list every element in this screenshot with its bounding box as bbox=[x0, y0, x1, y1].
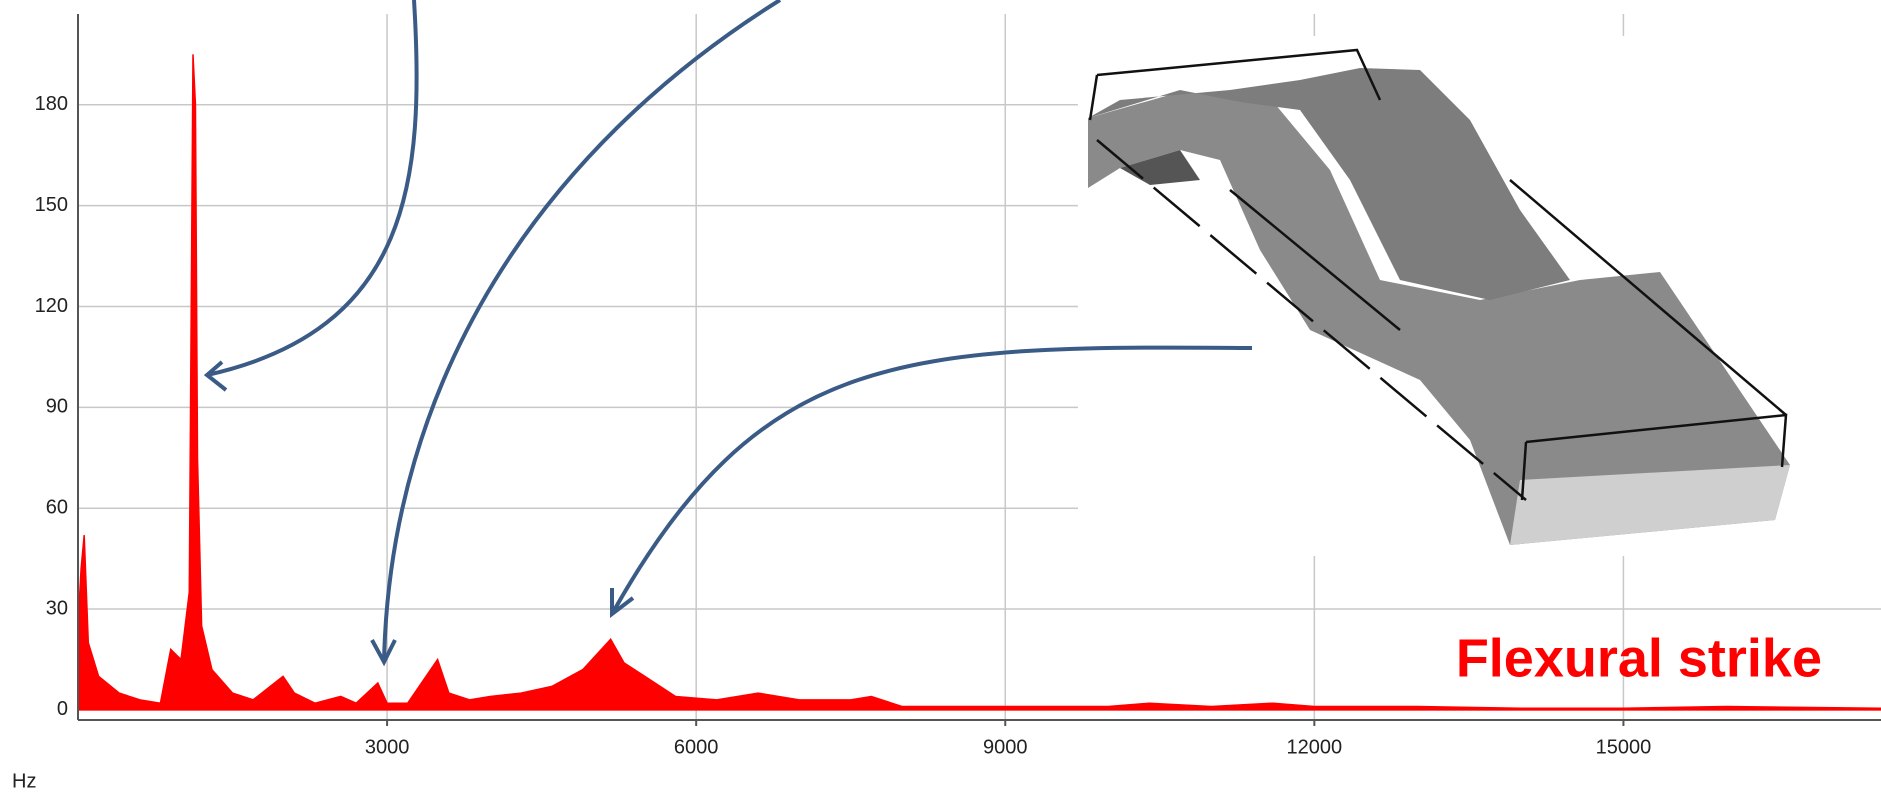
arrow-head bbox=[207, 362, 226, 390]
arrow bbox=[207, 0, 417, 375]
y-tick-label: 90 bbox=[46, 396, 68, 418]
x-tick-label: 6000 bbox=[674, 736, 719, 758]
beam-illustration bbox=[1078, 36, 1881, 556]
x-tick-label: 12000 bbox=[1287, 736, 1343, 758]
y-tick-label: 0 bbox=[57, 698, 68, 720]
y-tick-label: 150 bbox=[35, 194, 68, 216]
y-tick-label: 60 bbox=[46, 496, 68, 518]
y-tick-label: 30 bbox=[46, 597, 68, 619]
chart: 0 30 60 90 120 150 180 3000 6000 9000 12000 15000 H… bbox=[0, 0, 1881, 794]
annotation: Flexural strike bbox=[1456, 628, 1822, 688]
x-axis-label: Hz bbox=[12, 770, 36, 792]
x-tick-label: 3000 bbox=[365, 736, 410, 758]
arrow bbox=[384, 0, 780, 662]
y-tick-label: 120 bbox=[35, 295, 68, 317]
y-tick-label: 180 bbox=[35, 93, 68, 115]
x-tick-label: 15000 bbox=[1596, 736, 1652, 758]
x-tick-label: 9000 bbox=[983, 736, 1028, 758]
